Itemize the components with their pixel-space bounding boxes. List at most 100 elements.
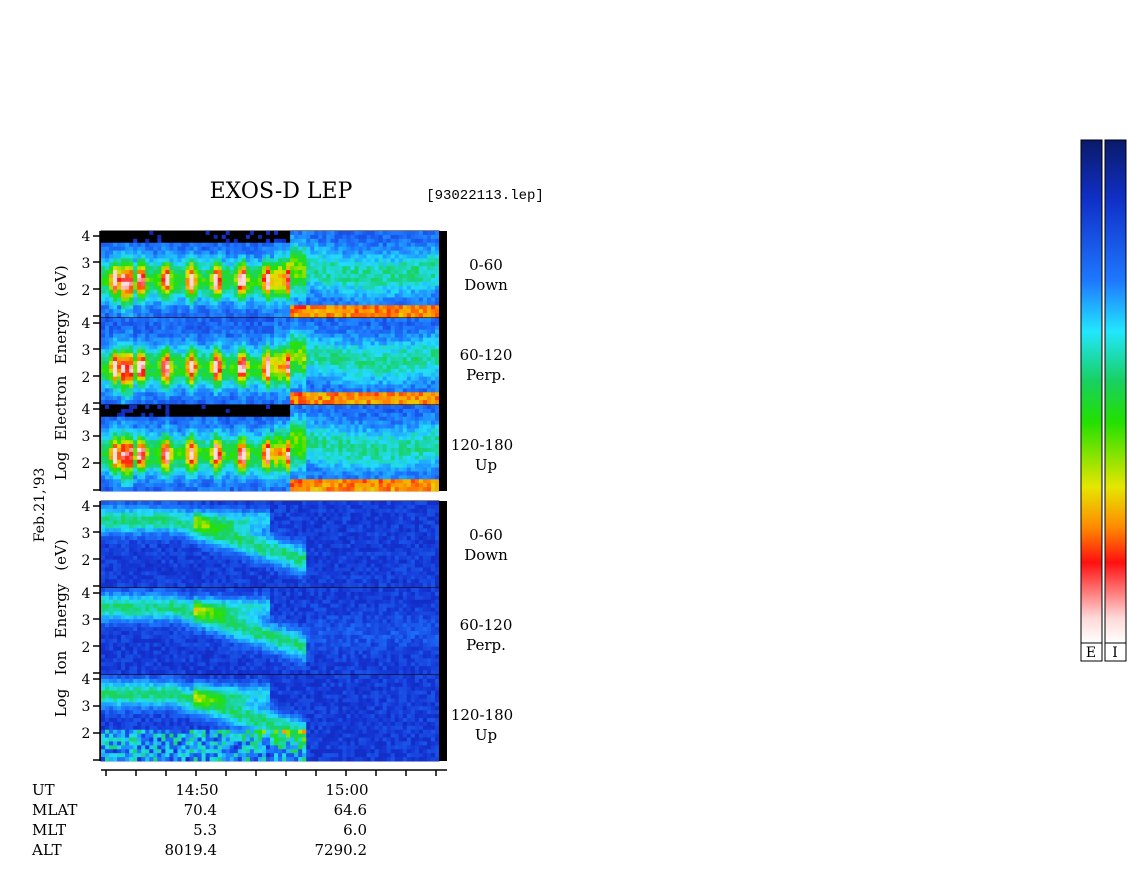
heatmap-cell [314, 309, 319, 314]
heatmap-cell [249, 428, 255, 433]
heatmap-cell [274, 297, 279, 302]
heatmap-cell [414, 297, 420, 302]
heatmap-cell [294, 277, 299, 283]
heatmap-cell [221, 436, 227, 441]
heatmap-cell [213, 384, 219, 389]
heatmap-cell [354, 289, 359, 294]
heatmap-cell [422, 231, 428, 236]
heatmap-cell [117, 388, 122, 393]
heatmap-cell [350, 309, 355, 314]
heatmap-cell [193, 301, 198, 306]
heatmap-cell [358, 274, 363, 279]
heatmap-cell [193, 357, 198, 362]
heatmap-cell [165, 424, 170, 429]
heatmap-cell [346, 270, 351, 275]
heatmap-cell [426, 297, 432, 302]
heatmap-cell [101, 231, 106, 236]
heatmap-cell [101, 333, 106, 338]
heatmap-cell [181, 487, 186, 492]
heatmap-cell [197, 345, 202, 350]
heatmap-cell [386, 333, 392, 338]
heatmap-cell [326, 412, 331, 418]
heatmap-cell [229, 231, 235, 236]
heatmap-cell [278, 301, 283, 306]
heatmap-cell [193, 444, 198, 449]
heatmap-cell [145, 285, 150, 291]
heatmap-cell [265, 444, 271, 449]
heatmap-cell [129, 416, 134, 422]
heatmap-cell [418, 313, 424, 318]
heatmap-cell [334, 416, 339, 422]
heatmap-cell [338, 274, 343, 279]
heatmap-cell [326, 420, 331, 425]
heatmap-cell [290, 333, 295, 338]
heatmap-cell [322, 254, 327, 259]
heatmap-cell [290, 487, 295, 492]
heatmap-cell [426, 349, 432, 354]
heatmap-cell [290, 301, 295, 306]
heatmap-cell [121, 262, 126, 267]
heatmap-cell [145, 246, 150, 251]
heatmap-cell [382, 262, 388, 267]
heatmap-cell [229, 293, 235, 298]
heatmap-cell [378, 345, 384, 350]
heatmap-cell [318, 289, 323, 294]
heatmap-cell [426, 293, 432, 298]
heatmap-cell [149, 293, 154, 298]
heatmap-cell [109, 440, 114, 445]
heatmap-cell [282, 420, 287, 425]
heatmap-cell [257, 463, 263, 468]
heatmap-cell [294, 266, 299, 271]
heatmap-cell [237, 349, 243, 354]
heatmap-cell [153, 471, 158, 476]
heatmap-cell [241, 305, 247, 310]
heatmap-cell [394, 293, 400, 298]
heatmap-cell [370, 372, 376, 378]
heatmap-cell [302, 448, 307, 453]
heatmap-cell [354, 305, 359, 310]
heatmap-cell [265, 231, 271, 236]
heatmap-cell [382, 234, 388, 240]
heatmap-cell [294, 440, 299, 445]
heatmap-cell [350, 380, 355, 385]
heatmap-cell [402, 384, 408, 389]
heatmap-cell [149, 361, 154, 366]
heatmap-cell [314, 274, 319, 279]
heatmap-cell [310, 361, 315, 366]
heatmap-cell [314, 463, 319, 468]
heatmap-cell [197, 368, 202, 374]
heatmap-cell [157, 368, 162, 374]
heatmap-cell [398, 274, 404, 279]
heatmap-cell [157, 357, 162, 362]
heatmap-cell [169, 266, 174, 271]
heatmap-cell [161, 471, 166, 476]
heatmap-cell [193, 305, 198, 310]
heatmap-cell [109, 420, 114, 425]
heatmap-cell [109, 341, 114, 346]
heatmap-cell [354, 301, 359, 306]
heatmap-cell [274, 345, 279, 350]
heatmap-cell [374, 266, 380, 271]
heatmap-cell [310, 412, 315, 418]
heatmap-cell [422, 246, 428, 251]
heatmap-cell [205, 297, 211, 302]
heatmap-cell [113, 285, 118, 291]
heatmap-cell [362, 262, 367, 267]
heatmap-cell [233, 231, 239, 236]
heatmap-cell [237, 451, 243, 457]
heatmap-cell [410, 337, 416, 342]
heatmap-cell [101, 301, 106, 306]
heatmap-cell [177, 289, 182, 294]
heatmap-cell [330, 459, 335, 465]
heatmap-cell [342, 313, 347, 318]
heatmap-cell [278, 333, 283, 338]
heatmap-cell [398, 353, 404, 358]
heatmap-cell [197, 341, 202, 346]
heatmap-cell [201, 349, 207, 354]
heatmap-cell [390, 281, 396, 287]
heatmap-cell [326, 436, 331, 441]
heatmap-cell [153, 364, 158, 370]
heatmap-cell [370, 234, 376, 240]
heatmap-cell [149, 341, 154, 346]
heatmap-cell [137, 325, 142, 331]
